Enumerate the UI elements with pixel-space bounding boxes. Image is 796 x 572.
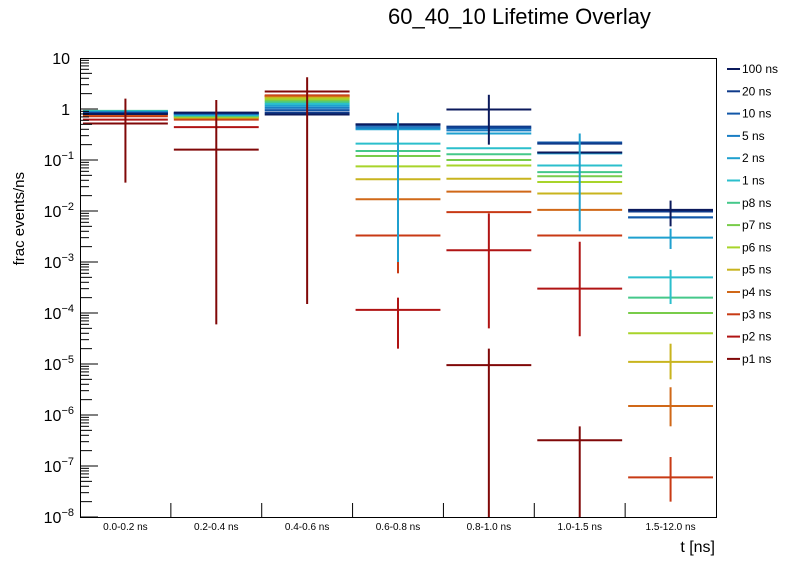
legend-item: p4 ns — [727, 285, 771, 299]
legend-label: 20 ns — [742, 84, 771, 98]
legend-item: p6 ns — [727, 240, 771, 254]
x-tick-label: 0.4-0.6 ns — [285, 522, 329, 533]
legend-item: p2 ns — [727, 330, 771, 344]
legend-label: p2 ns — [742, 330, 771, 344]
legend-label: 100 ns — [742, 62, 778, 76]
legend-item: 2 ns — [727, 151, 765, 165]
legend-item: p8 ns — [727, 196, 771, 210]
x-tick-label: 0.0-0.2 ns — [103, 522, 147, 533]
legend-label: 2 ns — [742, 151, 765, 165]
x-axis-label: t [ns] — [680, 539, 715, 556]
legend-label: p3 ns — [742, 307, 771, 321]
plot-marks — [83, 77, 713, 517]
y-axis: 10 1 10−1 10−2 10−3 10−4 10−5 10−6 10−7 10−8 — [44, 51, 98, 527]
legend-label: 5 ns — [742, 129, 765, 143]
legend: 100 ns 20 ns 10 ns 5 ns 2 ns 1 ns p8 ns p7 ns p6… — [727, 62, 778, 366]
y-tick-label: 10−4 — [44, 303, 74, 323]
legend-item: 1 ns — [727, 174, 765, 188]
y-tick-label: 10−2 — [44, 201, 74, 221]
legend-item: p5 ns — [727, 263, 771, 277]
chart-title: 60_40_10 Lifetime Overlay — [388, 4, 651, 29]
legend-item: p7 ns — [727, 218, 771, 232]
legend-item: p1 ns — [727, 352, 771, 366]
y-tick-label: 10−5 — [44, 354, 74, 374]
legend-item: 100 ns — [727, 62, 778, 76]
legend-label: 10 ns — [742, 107, 771, 121]
legend-item: 20 ns — [727, 84, 771, 98]
legend-item: 10 ns — [727, 107, 771, 121]
x-tick-label: 0.2-0.4 ns — [194, 522, 238, 533]
plot-frame — [80, 58, 717, 518]
legend-label: p1 ns — [742, 352, 771, 366]
x-tick-label: 0.6-0.8 ns — [376, 522, 420, 533]
legend-item: p3 ns — [727, 307, 771, 321]
x-tick-label: 0.8-1.0 ns — [467, 522, 511, 533]
legend-label: p8 ns — [742, 196, 771, 210]
y-tick-label: 1 — [61, 102, 70, 119]
y-tick-label: 10 — [52, 51, 70, 68]
y-axis-label: frac events/ns — [11, 172, 28, 265]
y-tick-label: 10−6 — [44, 405, 74, 425]
legend-label: p4 ns — [742, 285, 771, 299]
x-axis: 0.0-0.2 ns 0.2-0.4 ns 0.4-0.6 ns 0.6-0.8 ns… — [103, 503, 696, 533]
y-tick-label: 10−3 — [44, 252, 74, 272]
legend-label: p6 ns — [742, 240, 771, 254]
legend-item: 5 ns — [727, 129, 765, 143]
y-tick-label: 10−8 — [44, 507, 74, 527]
legend-label: p5 ns — [742, 263, 771, 277]
x-tick-label: 1.5-12.0 ns — [646, 522, 696, 533]
x-tick-label: 1.0-1.5 ns — [557, 522, 601, 533]
legend-label: 1 ns — [742, 174, 765, 188]
y-tick-label: 10−7 — [44, 456, 74, 476]
y-tick-label: 10−1 — [44, 150, 74, 170]
legend-label: p7 ns — [742, 218, 771, 232]
